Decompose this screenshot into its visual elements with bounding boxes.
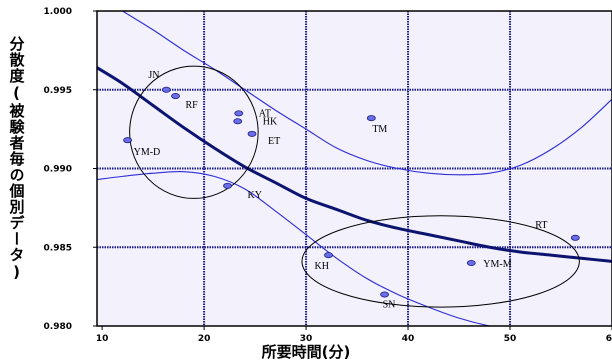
point-label: KH — [314, 261, 328, 272]
data-point — [223, 182, 232, 189]
x-tick-label: 40 — [402, 334, 415, 344]
data-point — [233, 118, 243, 125]
lower-confidence-curve — [97, 170, 493, 326]
x-axis-title: 所要時間(分) — [261, 343, 351, 361]
point-label: HK — [263, 116, 278, 127]
cluster-ellipse-2 — [301, 215, 580, 308]
plot-area — [97, 11, 612, 326]
data-point — [380, 291, 389, 298]
y-tick-label: 0.980 — [44, 322, 72, 332]
data-point — [123, 137, 132, 144]
data-point — [234, 110, 244, 117]
point-label: JN — [148, 70, 159, 81]
x-tick-label: 20 — [198, 334, 211, 344]
point-label: YM-M — [483, 259, 511, 270]
x-tick-label: 30 — [300, 334, 313, 344]
cluster-ellipse-1 — [129, 65, 259, 199]
upper-confidence-curve — [122, 11, 612, 176]
y-axis-title: 分散度(被験者毎の個別データ) — [7, 36, 26, 282]
point-label: AT — [259, 108, 271, 119]
y-axis-title-wrap: 分散度(被験者毎の個別データ) — [6, 36, 28, 332]
point-label: RF — [186, 100, 199, 111]
y-tick-label: 0.990 — [44, 165, 72, 175]
x-tick-label: 10 — [96, 334, 109, 344]
y-tick-label: 0.995 — [44, 86, 72, 96]
data-point — [161, 86, 171, 93]
data-point — [324, 252, 333, 259]
point-label: TM — [372, 124, 387, 135]
y-tick-label: 1.000 — [44, 7, 72, 17]
point-label: RT — [535, 220, 547, 231]
point-label: ET — [268, 136, 280, 147]
x-tick-label: 60 — [606, 334, 612, 344]
regression-curve — [97, 66, 612, 263]
data-point — [171, 93, 180, 100]
ticks-layer: 10 20 30 40 50 60 0.980 0.985 0.990 0.995 1.000 — [44, 7, 612, 344]
x-tick-label: 50 — [504, 334, 517, 344]
data-point — [247, 130, 257, 137]
data-point — [366, 115, 376, 122]
point-label: YM-D — [134, 147, 161, 158]
y-tick-label: 0.985 — [44, 243, 72, 253]
data-point — [570, 234, 580, 241]
point-label: SN — [383, 300, 396, 311]
point-label: KY — [248, 190, 262, 201]
data-point — [466, 259, 476, 266]
